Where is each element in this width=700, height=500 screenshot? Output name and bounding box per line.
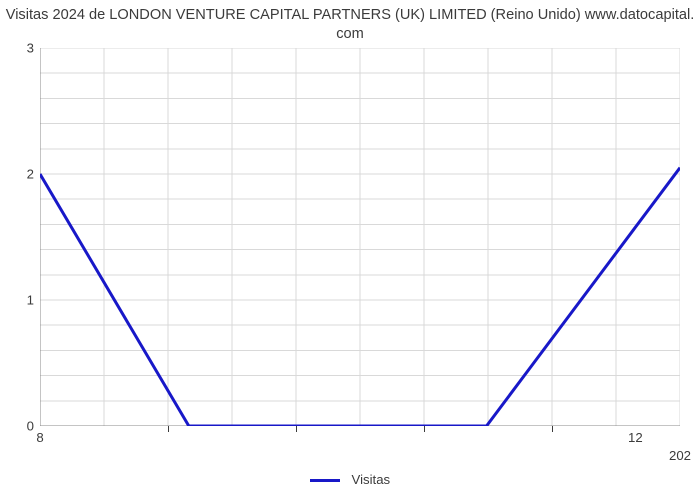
y-tick-label: 1 (0, 293, 34, 308)
x-tick-label: 12 (628, 430, 643, 445)
chart-title-line1: Visitas 2024 de LONDON VENTURE CAPITAL P… (6, 7, 695, 23)
y-tick-label: 3 (0, 41, 34, 56)
x-tick-mark (552, 426, 553, 432)
x-tick-mark (296, 426, 297, 432)
chart-title: Visitas 2024 de LONDON VENTURE CAPITAL P… (0, 6, 700, 43)
x-tick-mark (424, 426, 425, 432)
plot-area (40, 48, 680, 426)
legend: Visitas (0, 472, 700, 487)
x-tick-mark (168, 426, 169, 432)
y-tick-label: 0 (0, 419, 34, 434)
chart-container: Visitas 2024 de LONDON VENTURE CAPITAL P… (0, 0, 700, 500)
legend-label: Visitas (352, 472, 391, 487)
x-tick-label: 8 (36, 430, 43, 445)
legend-swatch (310, 479, 340, 482)
plot-svg (40, 48, 680, 426)
y-tick-label: 2 (0, 167, 34, 182)
x-sub-label: 202 (669, 448, 691, 463)
chart-title-line2: com (336, 26, 364, 42)
